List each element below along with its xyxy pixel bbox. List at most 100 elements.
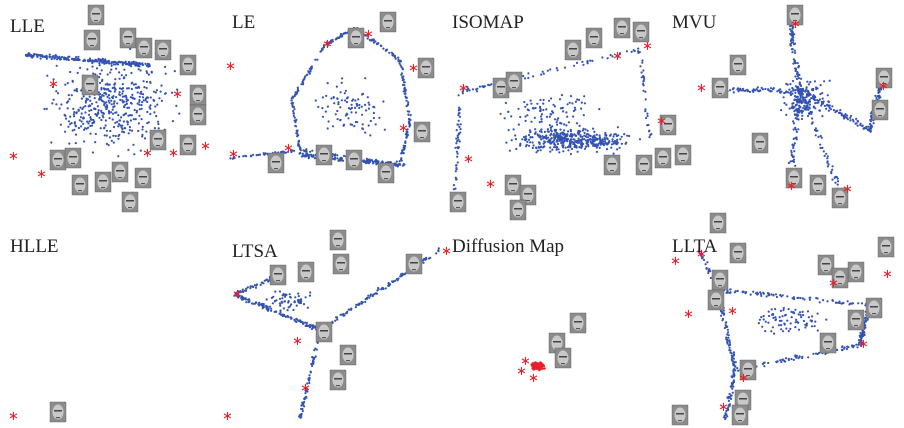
point — [737, 290, 739, 292]
point — [40, 54, 42, 56]
point — [531, 367, 533, 369]
point — [731, 352, 733, 354]
point — [373, 112, 375, 114]
marker: ∗ — [8, 149, 19, 164]
point — [726, 326, 728, 328]
point — [294, 120, 296, 122]
point — [102, 116, 104, 118]
point — [844, 113, 846, 115]
point — [149, 108, 151, 110]
point — [149, 81, 151, 83]
point — [569, 140, 571, 142]
point — [368, 162, 370, 164]
point — [123, 101, 125, 103]
point — [95, 113, 97, 115]
point — [292, 110, 294, 112]
point — [312, 324, 314, 326]
point — [789, 108, 791, 110]
point — [642, 90, 644, 92]
point — [43, 108, 45, 110]
point — [626, 50, 628, 52]
point — [802, 88, 804, 90]
point — [509, 150, 511, 152]
point — [794, 75, 796, 77]
point — [855, 123, 857, 125]
point — [372, 295, 374, 297]
point — [775, 361, 777, 363]
point — [614, 141, 616, 143]
marker: ∗ — [363, 27, 374, 42]
point — [792, 312, 794, 314]
point — [113, 126, 115, 128]
point — [742, 291, 744, 293]
point — [365, 109, 367, 111]
point — [148, 64, 150, 66]
point — [55, 103, 57, 105]
point — [820, 84, 822, 86]
point — [136, 64, 138, 66]
point — [539, 99, 541, 101]
point — [560, 132, 562, 134]
point — [812, 97, 814, 99]
point — [357, 98, 359, 100]
point — [800, 78, 802, 80]
marker: ∗ — [642, 39, 653, 54]
face-thumbnail — [139, 176, 147, 178]
point — [131, 97, 133, 99]
point — [275, 310, 277, 312]
face-thumbnail — [101, 187, 105, 188]
face-thumbnail — [320, 153, 328, 155]
point — [500, 113, 502, 115]
point — [730, 349, 732, 351]
face-thumbnail — [336, 385, 340, 386]
point — [103, 103, 105, 105]
point — [115, 135, 117, 137]
point — [561, 94, 563, 96]
point — [82, 123, 84, 125]
point — [298, 140, 300, 142]
point — [534, 128, 536, 130]
point — [93, 122, 95, 124]
point — [116, 121, 118, 123]
point — [57, 92, 59, 94]
point — [135, 61, 137, 63]
point — [111, 103, 113, 105]
point — [517, 108, 519, 110]
point — [332, 125, 334, 127]
point — [344, 99, 346, 101]
point — [543, 143, 545, 145]
point — [104, 134, 106, 136]
point — [772, 314, 774, 316]
point — [607, 57, 609, 59]
point — [106, 143, 108, 145]
point — [164, 93, 166, 95]
point — [809, 81, 811, 83]
face-thumbnail — [382, 171, 390, 173]
point — [608, 140, 610, 142]
point — [311, 365, 313, 367]
point — [847, 118, 849, 120]
point — [361, 93, 363, 95]
point — [334, 320, 336, 322]
point — [340, 157, 342, 159]
point — [722, 318, 724, 320]
marker: ∗ — [222, 409, 233, 424]
point — [839, 112, 841, 114]
point — [826, 157, 828, 159]
point — [532, 141, 534, 143]
marker: ∗ — [48, 77, 59, 92]
point — [870, 124, 872, 126]
face-thumbnail — [186, 70, 190, 71]
point — [131, 130, 133, 132]
point — [534, 117, 536, 119]
point — [544, 131, 546, 133]
point — [160, 91, 162, 93]
point — [792, 147, 794, 149]
point — [862, 125, 864, 127]
point — [547, 130, 549, 132]
face-thumbnail — [196, 120, 200, 121]
point — [343, 155, 345, 157]
point — [308, 377, 310, 379]
face-thumbnail — [336, 245, 340, 246]
point — [88, 114, 90, 116]
